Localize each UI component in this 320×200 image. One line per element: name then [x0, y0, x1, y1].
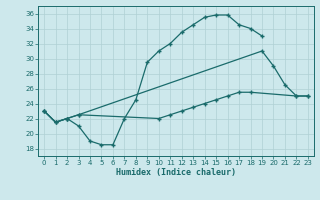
X-axis label: Humidex (Indice chaleur): Humidex (Indice chaleur)	[116, 168, 236, 177]
